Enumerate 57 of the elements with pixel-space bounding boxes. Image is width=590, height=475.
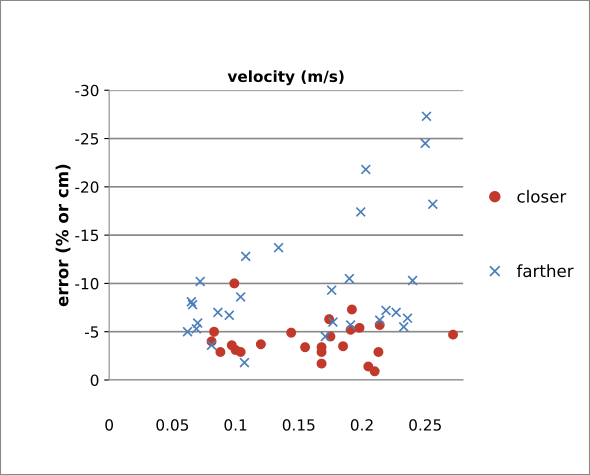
point xyxy=(215,346,226,357)
point xyxy=(354,322,364,333)
x-tick-label: 0.05 xyxy=(156,419,188,431)
point xyxy=(428,198,438,210)
point xyxy=(345,320,356,330)
point xyxy=(363,361,374,372)
point xyxy=(373,346,384,357)
point xyxy=(370,366,380,376)
point xyxy=(229,278,240,288)
point xyxy=(338,341,348,352)
point xyxy=(356,206,366,218)
point xyxy=(360,164,372,175)
point xyxy=(398,322,409,332)
point xyxy=(300,342,310,352)
point xyxy=(240,251,251,262)
point xyxy=(320,331,331,342)
point xyxy=(448,330,458,340)
point xyxy=(421,111,432,122)
legend-label: farther xyxy=(516,264,574,278)
point xyxy=(209,326,220,337)
chart-title: velocity (m/s) xyxy=(228,70,344,86)
point xyxy=(186,296,197,307)
point xyxy=(326,284,337,296)
x-tick-label: 0.15 xyxy=(282,419,314,431)
x-tick-label: 0.25 xyxy=(409,419,441,431)
point xyxy=(236,346,246,357)
point xyxy=(256,339,266,350)
y-tick-label: -25 xyxy=(75,133,98,145)
y-tick-label: -30 xyxy=(75,84,98,96)
point xyxy=(328,316,338,328)
point xyxy=(212,307,224,318)
point xyxy=(187,299,198,310)
point xyxy=(194,276,206,287)
y-axis-title: error (% or cm) xyxy=(56,164,70,306)
point xyxy=(235,292,246,302)
point xyxy=(344,273,355,284)
y-tick-label: -5 xyxy=(84,326,98,338)
point xyxy=(239,357,250,368)
x-tick-label: 0.2 xyxy=(350,419,373,431)
point xyxy=(407,275,418,286)
point xyxy=(224,310,234,321)
point xyxy=(286,328,296,338)
y-tick-label: -10 xyxy=(75,278,98,290)
y-tick-label: 0 xyxy=(90,374,98,386)
point xyxy=(402,312,413,324)
point xyxy=(206,340,217,350)
y-tick-label: -20 xyxy=(75,181,98,193)
point xyxy=(192,318,203,328)
point xyxy=(346,304,357,314)
legend-label: closer xyxy=(517,190,566,203)
point xyxy=(273,242,284,253)
x-tick-label: 0 xyxy=(105,419,113,431)
x-tick-label: 0.1 xyxy=(224,419,246,431)
point xyxy=(316,358,327,369)
y-tick-label: -15 xyxy=(75,230,98,242)
point xyxy=(420,138,430,149)
point xyxy=(374,314,385,326)
